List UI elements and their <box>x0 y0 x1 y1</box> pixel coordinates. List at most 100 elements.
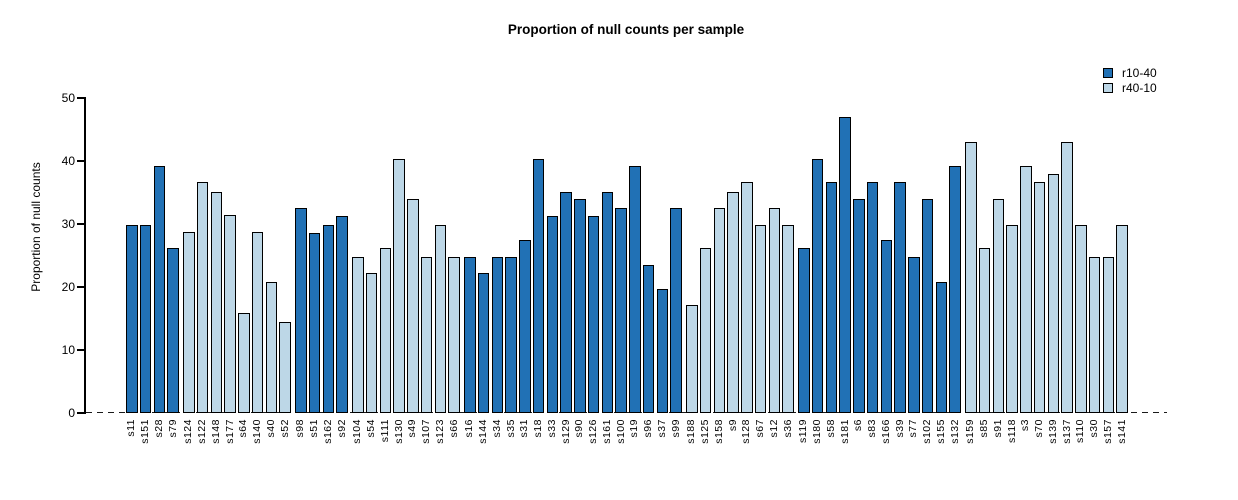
bar-s159 <box>965 142 977 413</box>
x-tick-label: s58 <box>824 419 837 438</box>
y-tick-label: 10 <box>61 343 75 357</box>
x-tick-label: s166 <box>879 419 892 444</box>
y-tick-label: 40 <box>61 154 75 168</box>
bar-s85 <box>978 247 991 413</box>
legend-swatch-r10-40 <box>1103 68 1113 79</box>
x-tick-label: s119 <box>797 419 810 443</box>
x-tick-label: s67 <box>754 419 767 438</box>
bar-s70 <box>1033 182 1046 413</box>
bar-s19 <box>629 166 641 413</box>
x-tick-label: s180 <box>811 419 824 444</box>
bar-s34 <box>491 256 504 413</box>
y-tick-mark <box>77 349 84 351</box>
x-tick-label: s83 <box>866 419 879 438</box>
bar-s123 <box>434 224 447 413</box>
y-tick-mark <box>77 160 84 162</box>
x-tick-label: s40 <box>264 419 277 438</box>
x-tick-label: s111 <box>378 419 391 443</box>
bar-s30 <box>1088 256 1101 413</box>
legend-item-r40-10: r40-10 <box>1103 81 1157 96</box>
x-tick-label: s177 <box>223 419 236 444</box>
bar-s31 <box>519 240 531 413</box>
y-tick-mark <box>77 97 84 99</box>
bar-s177 <box>224 215 236 413</box>
bar-s107 <box>420 256 433 413</box>
bar-s11 <box>126 224 138 413</box>
bar-s128 <box>741 182 753 413</box>
bar-s125 <box>699 247 712 413</box>
bar-s148 <box>210 191 223 413</box>
bar-s39 <box>894 182 906 413</box>
bar-s18 <box>532 159 545 413</box>
x-tick-label: s141 <box>1115 419 1128 444</box>
x-tick-label: s148 <box>209 419 222 444</box>
x-tick-label: s123 <box>433 419 446 444</box>
bar-s129 <box>560 191 572 413</box>
bar-s36 <box>782 224 794 413</box>
bar-s58 <box>825 182 838 413</box>
x-tick-label: s37 <box>655 419 668 438</box>
bar-s118 <box>1006 224 1018 413</box>
y-tick-label: 50 <box>61 91 75 105</box>
bar-s37 <box>656 288 669 413</box>
x-tick-label: s102 <box>921 419 934 444</box>
x-tick-label: s181 <box>838 419 851 444</box>
bar-s130 <box>393 159 405 413</box>
x-tick-label: s77 <box>907 419 920 438</box>
x-tick-label: s144 <box>477 419 490 444</box>
x-tick-label: s98 <box>294 419 307 438</box>
x-tick-label: s122 <box>196 419 209 444</box>
bar-s33 <box>546 215 559 413</box>
x-tick-label: s70 <box>1033 419 1046 438</box>
x-tick-label: s132 <box>948 419 961 444</box>
bar-s3 <box>1020 166 1032 413</box>
x-tick-label: s64 <box>237 419 250 438</box>
bar-s12 <box>768 207 781 413</box>
x-tick-label: s12 <box>767 419 780 438</box>
bar-s181 <box>839 116 851 413</box>
bar-s99 <box>670 207 682 413</box>
bar-s100 <box>615 207 627 413</box>
x-tick-label: s16 <box>463 419 476 438</box>
x-tick-label: s137 <box>1060 419 1073 444</box>
x-tick-label: s188 <box>685 419 698 444</box>
x-tick-label: s18 <box>532 419 545 438</box>
x-tick-label: s35 <box>504 419 517 438</box>
x-tick-label: s52 <box>278 419 291 438</box>
bar-s91 <box>992 199 1005 413</box>
x-tick-label: s159 <box>964 419 977 444</box>
bar-s16 <box>464 256 476 413</box>
bar-s162 <box>322 224 335 413</box>
bar-s90 <box>574 199 586 413</box>
bar-s144 <box>477 273 490 413</box>
x-tick-label: s118 <box>1005 419 1018 443</box>
bar-s141 <box>1116 224 1128 413</box>
x-tick-label: s107 <box>420 419 433 444</box>
bar-s52 <box>279 322 291 413</box>
x-tick-label: s85 <box>978 419 991 438</box>
x-tick-label: s125 <box>699 419 712 444</box>
x-tick-label: s3 <box>1019 419 1032 432</box>
bar-s66 <box>448 256 460 413</box>
x-tick-label: s11 <box>125 419 138 437</box>
bar-s54 <box>365 273 378 413</box>
x-tick-label: s140 <box>251 419 264 444</box>
x-tick-label: s54 <box>365 419 378 438</box>
bar-s49 <box>407 199 419 413</box>
x-tick-label: s130 <box>392 419 405 444</box>
bar-s77 <box>908 256 920 413</box>
x-tick-label: s128 <box>740 419 753 444</box>
bar-s83 <box>866 182 879 413</box>
x-tick-label: s51 <box>308 419 321 438</box>
bar-s161 <box>601 191 614 413</box>
bar-s126 <box>587 215 600 413</box>
legend-item-r10-40: r10-40 <box>1103 66 1157 81</box>
bar-s6 <box>853 199 865 413</box>
bar-s51 <box>308 232 321 413</box>
x-tick-label: s91 <box>991 419 1004 438</box>
x-tick-label: s33 <box>545 419 558 438</box>
x-tick-label: s6 <box>852 419 865 432</box>
bar-s155 <box>935 281 948 413</box>
x-tick-label: s79 <box>166 419 179 438</box>
